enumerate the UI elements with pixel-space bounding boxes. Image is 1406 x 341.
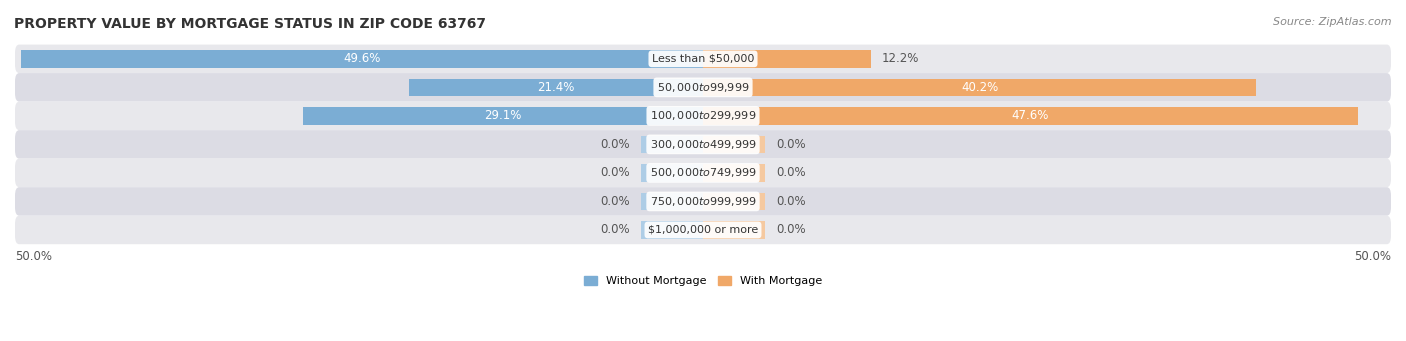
Text: 0.0%: 0.0% <box>600 166 630 179</box>
Bar <box>703 50 870 68</box>
Bar <box>703 136 765 153</box>
Text: 0.0%: 0.0% <box>776 195 806 208</box>
Text: 12.2%: 12.2% <box>882 52 920 65</box>
Bar <box>703 164 765 182</box>
Text: 0.0%: 0.0% <box>600 138 630 151</box>
Text: 50.0%: 50.0% <box>1354 251 1391 264</box>
Text: 0.0%: 0.0% <box>776 138 806 151</box>
Text: 21.4%: 21.4% <box>537 81 575 94</box>
Bar <box>703 78 1256 96</box>
Legend: Without Mortgage, With Mortgage: Without Mortgage, With Mortgage <box>579 271 827 291</box>
Bar <box>641 193 703 210</box>
Bar <box>409 78 703 96</box>
FancyBboxPatch shape <box>15 45 1391 73</box>
Text: 0.0%: 0.0% <box>776 166 806 179</box>
Text: $50,000 to $99,999: $50,000 to $99,999 <box>657 81 749 94</box>
FancyBboxPatch shape <box>15 159 1391 187</box>
Bar <box>641 136 703 153</box>
Bar <box>641 221 703 239</box>
Text: $500,000 to $749,999: $500,000 to $749,999 <box>650 166 756 179</box>
Text: 40.2%: 40.2% <box>960 81 998 94</box>
Bar <box>703 107 1358 125</box>
Text: $1,000,000 or more: $1,000,000 or more <box>648 225 758 235</box>
Bar <box>641 164 703 182</box>
Text: $100,000 to $299,999: $100,000 to $299,999 <box>650 109 756 122</box>
Text: $750,000 to $999,999: $750,000 to $999,999 <box>650 195 756 208</box>
FancyBboxPatch shape <box>15 102 1391 130</box>
Bar <box>703 193 765 210</box>
FancyBboxPatch shape <box>15 187 1391 216</box>
Text: 0.0%: 0.0% <box>600 223 630 236</box>
FancyBboxPatch shape <box>15 216 1391 244</box>
Text: 29.1%: 29.1% <box>484 109 522 122</box>
Text: 0.0%: 0.0% <box>776 223 806 236</box>
Text: PROPERTY VALUE BY MORTGAGE STATUS IN ZIP CODE 63767: PROPERTY VALUE BY MORTGAGE STATUS IN ZIP… <box>14 17 486 31</box>
Text: Source: ZipAtlas.com: Source: ZipAtlas.com <box>1274 17 1392 27</box>
Text: 50.0%: 50.0% <box>15 251 52 264</box>
Text: Less than $50,000: Less than $50,000 <box>652 54 754 64</box>
FancyBboxPatch shape <box>15 73 1391 102</box>
Text: 0.0%: 0.0% <box>600 195 630 208</box>
Bar <box>21 50 703 68</box>
Bar <box>302 107 703 125</box>
Text: $300,000 to $499,999: $300,000 to $499,999 <box>650 138 756 151</box>
Bar <box>703 221 765 239</box>
Text: 49.6%: 49.6% <box>343 52 381 65</box>
Text: 47.6%: 47.6% <box>1012 109 1049 122</box>
FancyBboxPatch shape <box>15 130 1391 159</box>
